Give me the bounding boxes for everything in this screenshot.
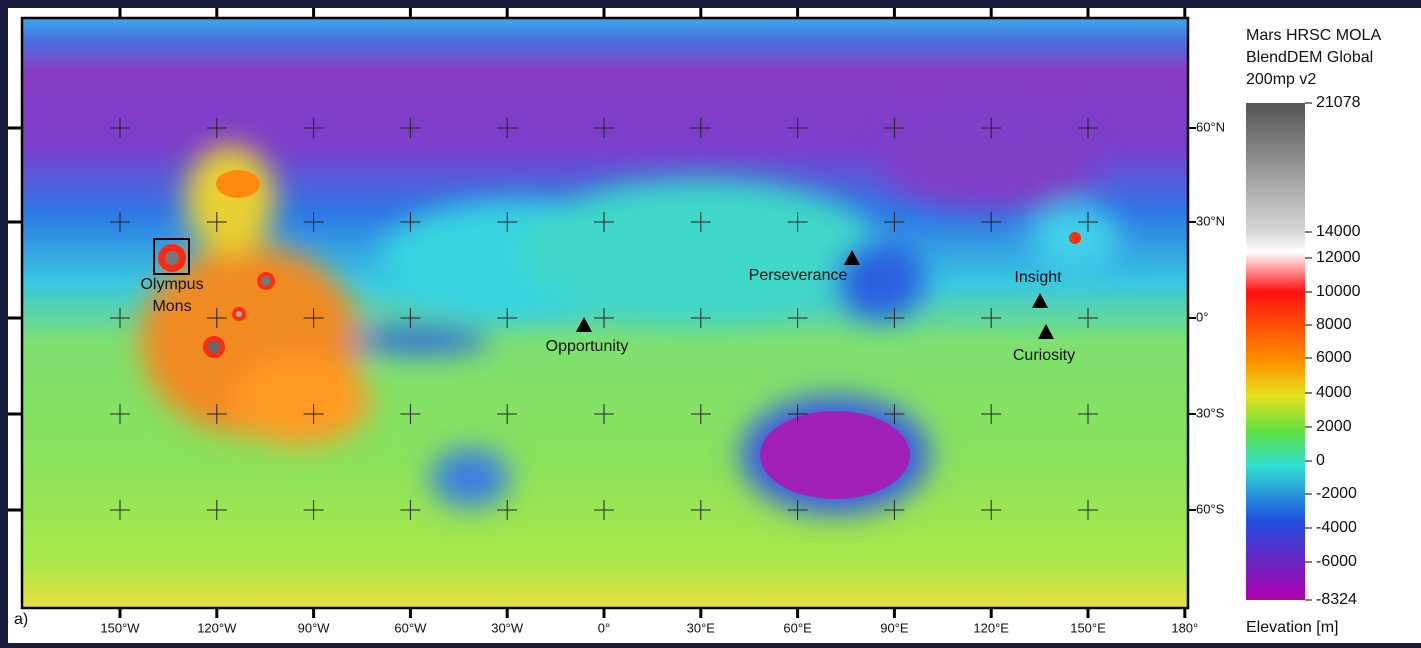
longitude-label: 60°E bbox=[783, 620, 812, 635]
latitude-label: 0° bbox=[1196, 309, 1208, 324]
longitude-label: 150°E bbox=[1070, 620, 1106, 635]
site-label: Opportunity bbox=[546, 338, 629, 355]
feature-label: Olympus bbox=[140, 276, 203, 293]
elevation-map bbox=[22, 18, 1188, 608]
longitude-label: 30°E bbox=[687, 620, 716, 635]
page: a) Olympus Mons Mars HRSC MOLA BlendDEM … bbox=[0, 0, 1421, 643]
hellas-basin bbox=[760, 411, 910, 499]
feature-label: Mons bbox=[152, 298, 191, 315]
longitude-label: 30°W bbox=[491, 620, 524, 635]
colorbar-label: 12000 bbox=[1316, 249, 1361, 266]
colorbar-label: 0 bbox=[1316, 452, 1325, 469]
latitude-label: 30°S bbox=[1196, 405, 1225, 420]
site-label: Perseverance bbox=[749, 267, 848, 284]
longitude-label: 0° bbox=[598, 620, 610, 635]
map-figure: a) Olympus Mons Mars HRSC MOLA BlendDEM … bbox=[0, 0, 1421, 643]
colorbar-label: 21078 bbox=[1316, 94, 1361, 111]
longitude-label: 120°W bbox=[197, 620, 237, 635]
legend-axis-label: Elevation [m] bbox=[1246, 619, 1338, 636]
legend-title: BlendDEM Global bbox=[1246, 49, 1373, 66]
colorbar-label: 14000 bbox=[1316, 223, 1361, 240]
colorbar-label: 10000 bbox=[1316, 283, 1361, 300]
colorbar-label: -8324 bbox=[1316, 591, 1357, 608]
latitude-label: 60°N bbox=[1196, 119, 1225, 134]
panel-label: a) bbox=[14, 611, 28, 628]
colorbar-label: 4000 bbox=[1316, 384, 1352, 401]
longitude-label: 60°W bbox=[394, 620, 427, 635]
latitude-label: 30°N bbox=[1196, 213, 1225, 228]
longitude-label: 90°E bbox=[880, 620, 909, 635]
site-label: Insight bbox=[1014, 269, 1062, 286]
colorbar bbox=[1246, 103, 1305, 600]
site-label: Curiosity bbox=[1013, 347, 1075, 364]
colorbar-label: 6000 bbox=[1316, 349, 1352, 366]
legend-title: Mars HRSC MOLA bbox=[1246, 27, 1381, 44]
latitude-label: 60°S bbox=[1196, 501, 1225, 516]
longitude-label: 90°W bbox=[298, 620, 331, 635]
colorbar-label: -6000 bbox=[1316, 553, 1357, 570]
longitude-label: 180° bbox=[1171, 620, 1198, 635]
colorbar-label: 2000 bbox=[1316, 418, 1352, 435]
legend-title: 200mp v2 bbox=[1246, 71, 1316, 88]
colorbar-label: -2000 bbox=[1316, 485, 1357, 502]
colorbar-label: -4000 bbox=[1316, 519, 1357, 536]
longitude-label: 150°W bbox=[100, 620, 140, 635]
colorbar-label: 8000 bbox=[1316, 316, 1352, 333]
longitude-label: 120°E bbox=[973, 620, 1009, 635]
